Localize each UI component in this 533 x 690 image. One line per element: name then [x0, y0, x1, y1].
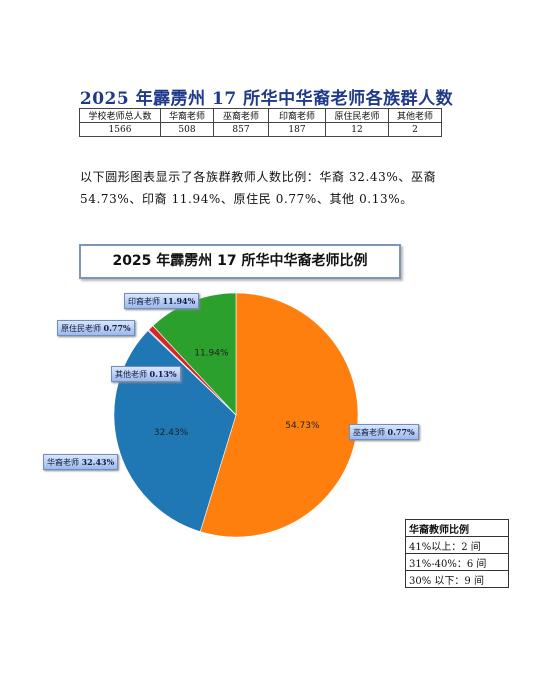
callout-percent: 0.13%	[149, 369, 177, 379]
staff-count-table: 学校老师总人数 华裔老师 巫裔老师 印裔老师 原住民老师 其他老师 1566 5…	[79, 108, 442, 137]
callout-percent: 11.94%	[162, 296, 196, 306]
callout-percent: 0.77%	[387, 427, 415, 437]
pie-callout-label: 印裔老师 11.94%	[124, 293, 200, 309]
ratio-box-title: 华裔教师比例	[405, 519, 509, 537]
description-paragraph: 以下圆形图表显示了各族群教师人数比例：华裔 32.43%、巫裔 54.73%、印…	[80, 170, 437, 206]
ratio-box-row: 31%-40%：6 间	[405, 553, 509, 571]
table-cell: 1566	[79, 122, 161, 137]
table-cell: 508	[160, 122, 214, 137]
table-cell: 2	[388, 122, 442, 137]
callout-category: 其他老师	[115, 370, 150, 379]
pie-callout-label: 其他老师 0.13%	[111, 366, 181, 382]
pie-callout-label: 巫裔老师 0.77%	[349, 424, 419, 440]
callout-category: 原住民老师	[61, 324, 104, 333]
ratio-box-row: 41%以上：2 间	[405, 536, 509, 554]
callout-category: 巫裔老师	[353, 428, 388, 437]
callout-percent: 32.43%	[81, 457, 115, 467]
callout-category: 华裔老师	[47, 458, 82, 467]
table-row: 1566 508 857 187 12 2	[79, 122, 442, 137]
document-title: 2025 年霹雳州 17 所华中华裔老师各族群人数	[79, 89, 454, 109]
pie-slice-label: 54.73%	[285, 421, 320, 431]
chart-title: 2025 年霹雳州 17 所华中华裔老师比例	[112, 253, 368, 269]
pie-callout-label: 原住民老师 0.77%	[57, 320, 135, 336]
pie-callout-label: 华裔老师 32.43%	[43, 454, 119, 470]
ratio-box: 华裔教师比例 41%以上：2 间 31%-40%：6 间 30% 以下：9 间	[405, 519, 509, 588]
chart-title-box: 2025 年霹雳州 17 所华中华裔老师比例	[79, 244, 401, 279]
callout-category: 印裔老师	[128, 297, 163, 306]
pie-slice-label: 11.94%	[194, 349, 229, 359]
ratio-box-row: 30% 以下：9 间	[405, 570, 509, 588]
callout-percent: 0.77%	[103, 323, 131, 333]
pie-slice-label: 32.43%	[154, 428, 189, 438]
